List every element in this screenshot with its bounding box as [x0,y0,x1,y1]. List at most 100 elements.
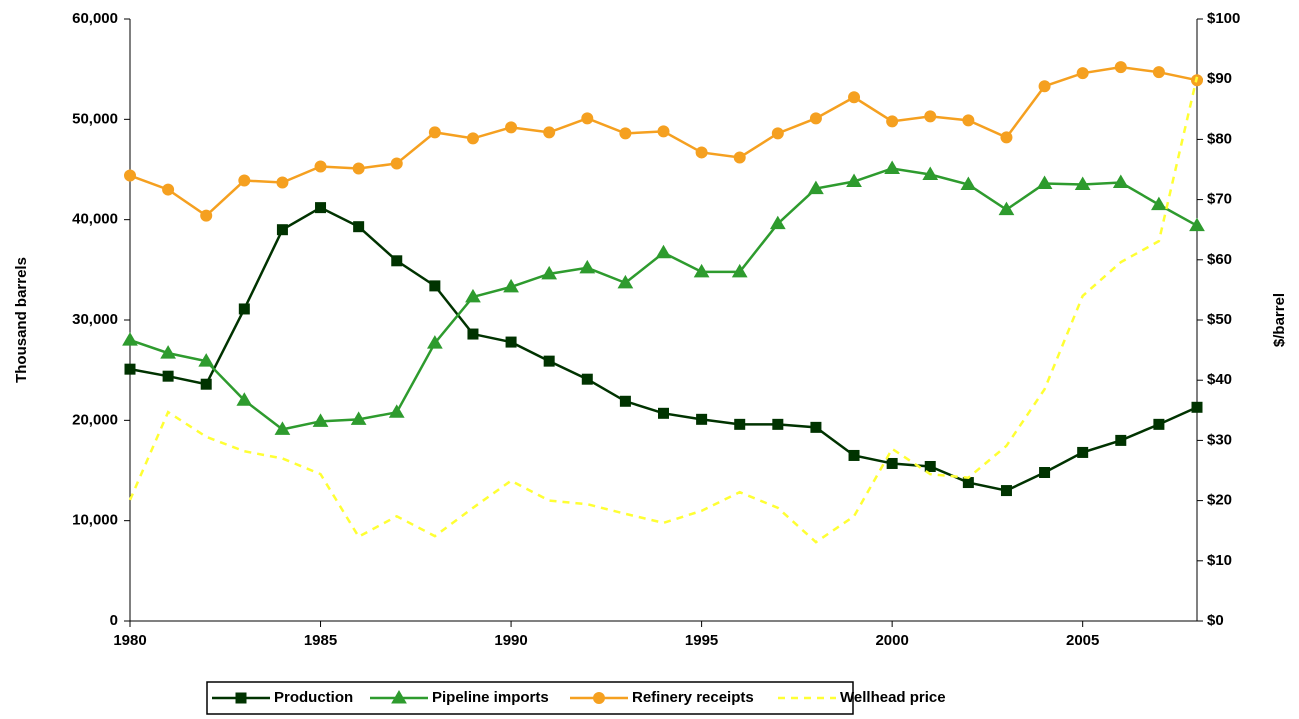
data-point [962,477,974,489]
y-axis-label: Thousand barrels [13,257,30,383]
data-point [122,332,138,346]
series-line [129,167,1198,431]
data-point [1115,434,1127,446]
x-tick-label: 2000 [875,632,908,649]
data-point [276,224,288,236]
data-point [503,278,519,293]
data-point [315,202,327,214]
y2-tick-label: $100 [1207,10,1240,27]
y-tick-label: 0 [110,612,118,629]
legend-label: Wellhead price [840,689,946,706]
data-point [696,413,708,425]
data-point [1077,446,1089,458]
data-point [617,274,634,289]
data-point [390,157,403,170]
data-point [581,373,593,385]
data-point [312,413,329,427]
data-point [543,355,555,367]
data-point [428,126,441,139]
data-point [236,392,253,406]
x-tick-label: 1985 [304,632,337,649]
y2-tick-label: $50 [1207,311,1232,328]
data-point [1152,66,1165,79]
data-point [1074,176,1091,191]
data-point [162,183,175,196]
y-tick-label: 10,000 [72,512,118,529]
data-point [541,265,558,280]
data-point [543,126,556,139]
x-tick-label: 1990 [494,632,527,649]
data-point [695,146,708,159]
data-point [162,370,174,382]
data-point [1036,175,1053,190]
legend-label: Refinery receipts [632,689,754,706]
data-point [350,411,367,425]
y2-tick-label: $30 [1207,431,1232,448]
data-point [886,115,899,128]
data-point [655,244,672,259]
y-tick-label: 40,000 [72,211,118,228]
data-point [160,345,176,359]
data-point [886,457,898,469]
data-point [693,263,710,278]
data-point [581,112,594,125]
series-line [128,76,1199,544]
data-point [733,151,746,164]
legend-box [206,681,854,715]
data-point [465,288,481,303]
y2-tick-label: $70 [1207,191,1232,208]
data-point [924,110,937,123]
y2-tick-label: $40 [1207,371,1232,388]
data-point [238,303,250,315]
data-point [808,180,824,195]
data-point [848,449,860,461]
data-point [391,255,403,267]
data-point [1000,485,1012,497]
series-line [129,65,1198,218]
data-point [276,176,289,189]
x-tick-label: 2005 [1066,632,1099,649]
data-point [1114,61,1127,74]
data-point [771,127,784,140]
data-point [998,201,1015,216]
data-point [658,407,669,419]
data-point [772,418,784,430]
data-point [274,421,291,435]
data-point [505,121,518,134]
data-point [731,263,748,278]
data-point [846,173,862,188]
x-tick-label: 1980 [113,632,146,649]
data-point [429,280,441,292]
data-point [619,395,631,407]
data-point [1191,401,1203,413]
y2-tick-label: $20 [1207,492,1232,509]
y-tick-label: 60,000 [72,10,118,27]
data-point [962,114,975,127]
y2-tick-label: $0 [1207,612,1224,629]
data-point [619,127,632,140]
data-point [467,328,479,340]
data-point [466,132,479,145]
data-point [810,421,822,433]
legend-label: Pipeline imports [432,689,549,706]
y2-tick-label: $80 [1207,130,1232,147]
data-point [1038,80,1051,93]
data-point [922,166,939,181]
data-point [200,209,213,222]
legend-marker [235,692,247,704]
data-point [1076,67,1089,80]
data-point [238,174,251,187]
y2-tick-label: $60 [1207,251,1232,268]
data-point [426,335,443,349]
data-point [1112,174,1129,189]
data-point [579,259,596,274]
y-tick-label: 50,000 [72,110,118,127]
data-point [505,336,517,348]
y2-axis-label: $/barrel [1271,293,1288,347]
data-point [960,176,977,191]
data-point [388,404,405,418]
data-point [884,160,901,174]
legend-marker [391,690,407,704]
data-point [352,162,365,175]
